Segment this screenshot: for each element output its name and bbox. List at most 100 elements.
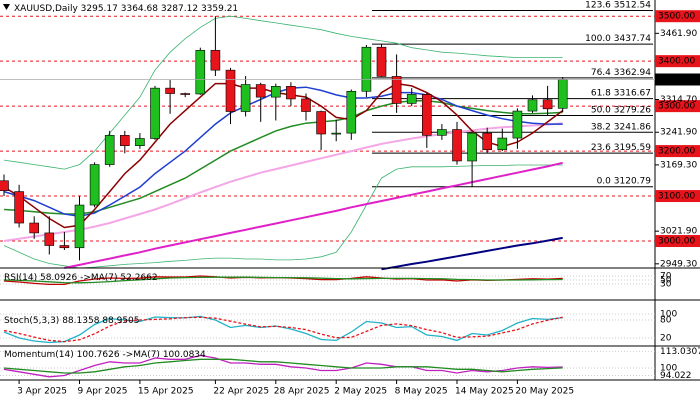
fib-ratio: 76.4 [591, 67, 611, 77]
level-label: 3100.00 [658, 192, 695, 202]
fib-label: 50.0 3279.26 [591, 105, 651, 115]
level-box [655, 10, 700, 23]
fib-price: 3316.67 [614, 88, 651, 98]
y-tick-label: 3021.90 [660, 227, 697, 237]
indicator-line [3, 354, 563, 378]
indicator-tick-label: 80 [660, 316, 672, 326]
candle-body [135, 138, 145, 146]
indicator-title: RSI(14) 58.0926 ->MA(7) 52.2662 [4, 273, 158, 283]
candle-body [180, 93, 190, 95]
indicator-line [3, 316, 563, 343]
fib-price: 3241.86 [614, 122, 651, 132]
candle-body [14, 191, 24, 224]
candle-body [225, 69, 236, 112]
fib-ratio: 0.0 [597, 176, 612, 186]
indicator-tick-label: 100 [660, 364, 677, 374]
fib-ratio: 23.6 [591, 143, 611, 153]
ma-line [3, 122, 563, 242]
level-box [655, 145, 700, 158]
candle-body [286, 86, 296, 100]
level-label: 3400.00 [658, 57, 695, 67]
symbol: XAUUSD,Daily [14, 4, 78, 14]
x-tick-label: 8 May 2025 [395, 387, 448, 397]
ohlc-low: 3287.12 [161, 4, 198, 14]
candle-body [210, 50, 221, 71]
marker [3, 4, 10, 10]
fib-price: 3195.59 [614, 143, 651, 153]
candle-body [527, 99, 538, 112]
x-tick-label: 3 Apr 2025 [17, 387, 67, 397]
price-box [655, 73, 700, 86]
candle-body [421, 94, 432, 136]
fib-ratio: 100.0 [585, 34, 611, 44]
candle-body [301, 98, 311, 112]
indicator-tick-label: 30 [660, 280, 672, 290]
level-label: 3500.00 [658, 12, 695, 22]
fib-price: 3362.94 [614, 67, 651, 77]
price-label: 3359.21 [658, 75, 695, 85]
x-tick-label: 28 Apr 2025 [274, 387, 330, 397]
level-box [655, 235, 700, 248]
chart-title: XAUUSD,Daily 3295.17 3364.68 3287.12 335… [14, 4, 238, 14]
y-tick-label: 2949.30 [660, 259, 697, 269]
y-tick-label: 3314.70 [660, 95, 697, 105]
ma-line [381, 236, 563, 271]
fib-label: 100.0 3437.74 [585, 34, 651, 44]
ohlc-open: 3295.17 [81, 4, 118, 14]
indicator-line [3, 276, 563, 284]
candle-body [240, 84, 251, 112]
level-box [655, 100, 700, 113]
indicator-value: 88.9505 [102, 316, 139, 326]
candle-body [74, 204, 85, 249]
candle-body [557, 79, 568, 109]
y-tick-label: 3169.30 [660, 160, 697, 170]
candle-body [59, 245, 70, 249]
indicator-value: 100.0834 [163, 350, 206, 360]
candle-body [467, 132, 477, 162]
fib-label: 61.8 3316.67 [591, 88, 651, 98]
level-box [655, 55, 700, 68]
candle-body [482, 132, 493, 151]
ohlc-high: 3364.68 [121, 4, 158, 14]
candle-body [452, 129, 462, 162]
level-label: 3300.00 [658, 102, 695, 112]
candle-body [391, 76, 402, 104]
candle-body [497, 137, 508, 151]
fib-price: 3279.26 [614, 105, 651, 115]
indicator-tick-label: 100 [660, 310, 677, 320]
candle-body [346, 90, 357, 134]
fib-label: 123.6 3512.54 [585, 0, 651, 10]
indicator-name: ->MA(7) [80, 273, 117, 283]
ma-line [3, 15, 563, 170]
x-tick-label: 15 Apr 2025 [138, 387, 194, 397]
candle-body [165, 87, 175, 94]
candle-body [44, 232, 55, 246]
indicator-line [3, 358, 563, 374]
fib-ratio: 123.6 [585, 0, 611, 10]
y-tick-label: 3461.90 [660, 29, 697, 39]
candle-body [512, 110, 523, 139]
fib-label: 76.4 3362.94 [591, 67, 651, 77]
ohlc-close: 3359.21 [201, 4, 238, 14]
fib-price: 3512.54 [614, 0, 651, 10]
fib-price: 3437.74 [614, 34, 651, 44]
indicator-name: ->MA(7) [122, 350, 159, 360]
indicator-name: Momentum(14) [4, 350, 74, 360]
candle-body [104, 135, 115, 165]
fib-label: 38.2 3241.86 [591, 122, 651, 132]
indicator-title: Stoch(5,3,3) 88.1358 88.9505 [4, 316, 140, 326]
indicator-value: 88.1358 [62, 316, 99, 326]
x-tick-label: 22 Apr 2025 [213, 387, 269, 397]
indicator-name: Stoch(5,3,3) [4, 316, 59, 326]
candle-body [361, 46, 372, 92]
candle-body [270, 86, 281, 98]
x-tick-label: 2 May 2025 [334, 387, 387, 397]
candle-body [255, 84, 266, 98]
candle-body [120, 135, 130, 146]
ma-line [3, 82, 564, 229]
indicator-value: 58.0926 [40, 273, 77, 283]
fib-ratio: 38.2 [591, 122, 611, 132]
x-tick-label: 9 Apr 2025 [78, 387, 128, 397]
